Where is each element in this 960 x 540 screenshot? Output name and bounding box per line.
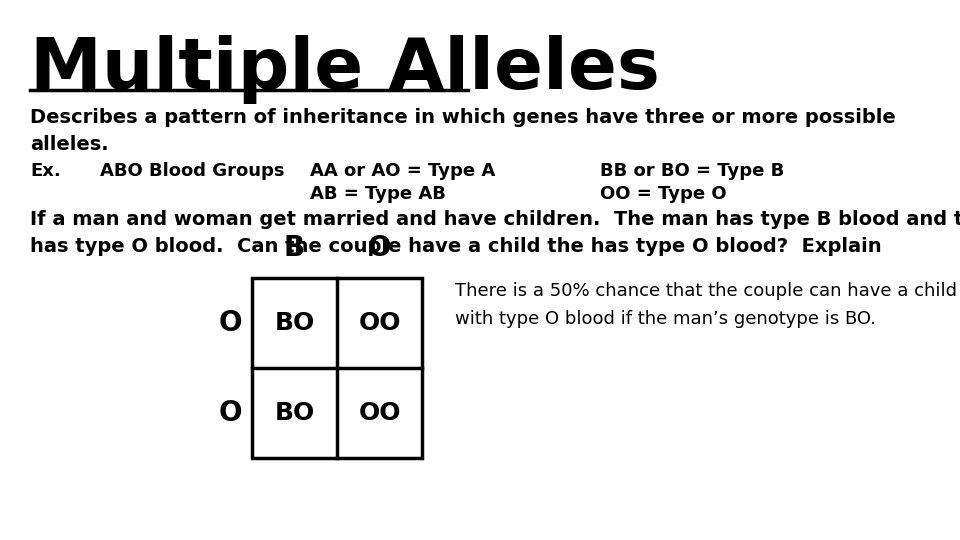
Text: OO: OO <box>358 401 400 425</box>
Text: Describes a pattern of inheritance in which genes have three or more possible
al: Describes a pattern of inheritance in wh… <box>30 108 896 154</box>
Text: Ex.: Ex. <box>30 162 60 180</box>
Text: O: O <box>218 399 242 427</box>
Text: OO = Type O: OO = Type O <box>600 185 727 203</box>
Text: BO: BO <box>275 401 315 425</box>
Text: O: O <box>218 309 242 337</box>
Text: Multiple Alleles: Multiple Alleles <box>30 35 660 104</box>
Bar <box>252 278 422 458</box>
Text: BB or BO = Type B: BB or BO = Type B <box>600 162 784 180</box>
Text: OO: OO <box>358 311 400 335</box>
Text: ABO Blood Groups: ABO Blood Groups <box>100 162 284 180</box>
Text: AA or AO = Type A: AA or AO = Type A <box>310 162 495 180</box>
Text: AB = Type AB: AB = Type AB <box>310 185 445 203</box>
Text: B: B <box>284 234 305 262</box>
Text: There is a 50% chance that the couple can have a child
with type O blood if the : There is a 50% chance that the couple ca… <box>455 282 957 328</box>
Text: BO: BO <box>275 311 315 335</box>
Text: O: O <box>368 234 392 262</box>
Text: If a man and woman get married and have children.  The man has type B blood and : If a man and woman get married and have … <box>30 210 960 256</box>
